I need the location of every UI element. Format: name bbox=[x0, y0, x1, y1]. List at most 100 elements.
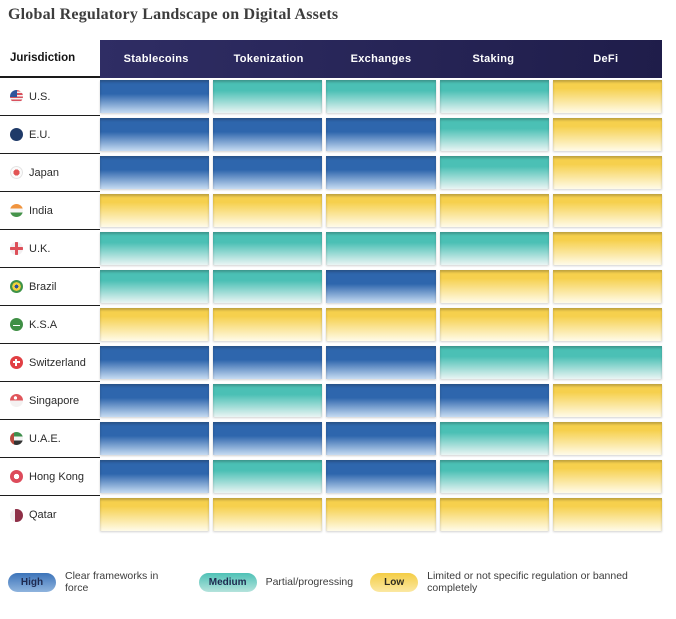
rating-cell bbox=[213, 232, 323, 265]
table-row: Hong Kong bbox=[0, 458, 662, 496]
jurisdiction-label: Japan bbox=[29, 166, 59, 179]
rating-cell bbox=[100, 80, 210, 113]
legend-description-medium: Partial/progressing bbox=[265, 576, 354, 588]
rating-cell bbox=[326, 232, 436, 265]
rating-cell bbox=[439, 270, 549, 303]
rating-cell bbox=[552, 270, 662, 303]
rating-cell bbox=[213, 194, 323, 227]
column-header-stablecoins: Stablecoins bbox=[123, 53, 189, 65]
jurisdiction-label: U.K. bbox=[29, 242, 51, 255]
rating-cells bbox=[100, 116, 662, 154]
legend-description-low: Limited or not specific regulation or ba… bbox=[427, 570, 628, 594]
rating-cell bbox=[213, 460, 323, 493]
jurisdiction-cell: Singapore bbox=[0, 382, 100, 420]
jurisdiction-cell: Brazil bbox=[0, 268, 100, 306]
column-header-defi: DeFi bbox=[593, 53, 619, 65]
rating-cell bbox=[439, 346, 549, 379]
rating-cell bbox=[439, 498, 549, 531]
jurisdiction-cell: U.K. bbox=[0, 230, 100, 268]
jurisdiction-cell: K.S.A bbox=[0, 306, 100, 344]
jurisdiction-cell: Qatar bbox=[0, 496, 100, 534]
rating-cell bbox=[213, 270, 323, 303]
category-header-bar: Stablecoins Tokenization Exchanges Staki… bbox=[100, 40, 662, 78]
rating-cells bbox=[100, 78, 662, 116]
rating-cell bbox=[100, 118, 210, 151]
table-row: Qatar bbox=[0, 496, 662, 534]
rating-cell bbox=[213, 156, 323, 189]
rating-cell bbox=[439, 194, 549, 227]
table-row: E.U. bbox=[0, 116, 662, 154]
table-row: U.S. bbox=[0, 78, 662, 116]
rating-cells bbox=[100, 420, 662, 458]
japan-flag-icon bbox=[10, 166, 23, 179]
rating-cell bbox=[326, 118, 436, 151]
rating-cell bbox=[326, 308, 436, 341]
jurisdiction-label: Qatar bbox=[29, 509, 57, 521]
brazil-flag-icon bbox=[10, 280, 23, 293]
singapore-flag-icon bbox=[10, 394, 23, 407]
jurisdiction-label: K.S.A bbox=[29, 318, 58, 331]
rating-cells bbox=[100, 458, 662, 496]
rating-cell bbox=[326, 346, 436, 379]
table-row: Singapore bbox=[0, 382, 662, 420]
eu-flag-icon bbox=[10, 128, 23, 141]
legend-pill-medium: Medium bbox=[198, 572, 257, 592]
rating-cell bbox=[326, 156, 436, 189]
rating-cell bbox=[552, 232, 662, 265]
jurisdiction-label: U.S. bbox=[29, 90, 51, 103]
uae-flag-icon bbox=[10, 432, 23, 445]
legend-item-high: High Clear frameworks in force bbox=[8, 570, 182, 594]
rating-cell bbox=[552, 80, 662, 113]
rating-cell bbox=[100, 422, 210, 455]
us-flag-icon bbox=[10, 90, 23, 103]
rating-cell bbox=[213, 80, 323, 113]
rating-cell bbox=[552, 384, 662, 417]
jurisdiction-column-header: Jurisdiction bbox=[0, 40, 100, 78]
rating-cell bbox=[552, 194, 662, 227]
rating-cell bbox=[100, 308, 210, 341]
jurisdiction-label: India bbox=[29, 204, 53, 217]
rating-cell bbox=[552, 460, 662, 493]
rating-cell bbox=[100, 270, 210, 303]
table-row: Brazil bbox=[0, 268, 662, 306]
ksa-flag-icon bbox=[10, 318, 23, 331]
rating-cells bbox=[100, 306, 662, 344]
rating-cell bbox=[552, 422, 662, 455]
legend-description-high: Clear frameworks in force bbox=[65, 570, 159, 594]
table-row: U.A.E. bbox=[0, 420, 662, 458]
regulatory-matrix-table: Jurisdiction Stablecoins Tokenization Ex… bbox=[0, 40, 662, 534]
jurisdiction-cell: Switzerland bbox=[0, 344, 100, 382]
legend: High Clear frameworks in force Medium Pa… bbox=[8, 570, 676, 594]
jurisdiction-cell: U.A.E. bbox=[0, 420, 100, 458]
rating-cell bbox=[326, 422, 436, 455]
hongkong-flag-icon bbox=[10, 470, 23, 483]
column-header-exchanges: Exchanges bbox=[350, 53, 412, 65]
india-flag-icon bbox=[10, 204, 23, 217]
rating-cells bbox=[100, 344, 662, 382]
rating-cell bbox=[439, 460, 549, 493]
legend-pill-high: High bbox=[8, 572, 56, 592]
rating-cell bbox=[439, 308, 549, 341]
rating-cell bbox=[100, 346, 210, 379]
jurisdiction-label: E.U. bbox=[29, 128, 51, 141]
legend-item-medium: Medium Partial/progressing bbox=[198, 572, 354, 592]
jurisdiction-cell: U.S. bbox=[0, 78, 100, 116]
rating-cell bbox=[213, 118, 323, 151]
legend-item-low: Low Limited or not specific regulation o… bbox=[370, 570, 676, 594]
table-row: India bbox=[0, 192, 662, 230]
jurisdiction-cell: Hong Kong bbox=[0, 458, 100, 496]
rating-cell bbox=[213, 346, 323, 379]
rating-cell bbox=[213, 422, 323, 455]
rating-cell bbox=[100, 384, 210, 417]
jurisdiction-label: U.A.E. bbox=[29, 432, 61, 445]
table-row: U.K. bbox=[0, 230, 662, 268]
rating-cell bbox=[213, 384, 323, 417]
rating-cell bbox=[439, 422, 549, 455]
rating-cell bbox=[100, 232, 210, 265]
table-row: Switzerland bbox=[0, 344, 662, 382]
rating-cell bbox=[100, 498, 210, 531]
rating-cell bbox=[552, 118, 662, 151]
rating-cell bbox=[326, 460, 436, 493]
rating-cell bbox=[439, 384, 549, 417]
rating-cell bbox=[439, 156, 549, 189]
